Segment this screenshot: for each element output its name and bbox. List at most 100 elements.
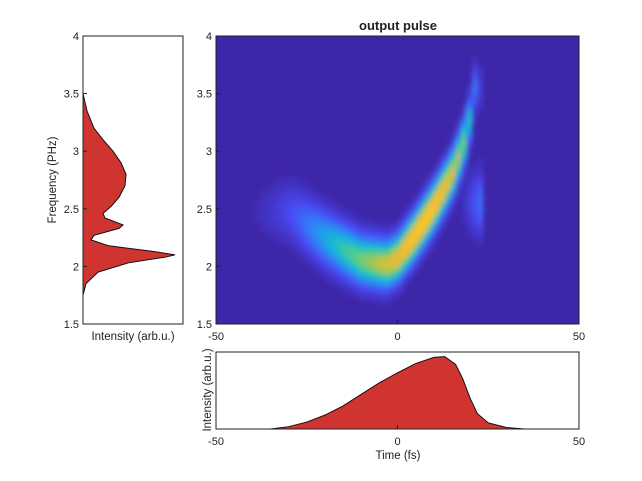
- heatmap-cell-676: [466, 153, 473, 159]
- heatmap-cell-4: [254, 199, 261, 205]
- heatmap-cell-641: [461, 190, 468, 196]
- heatmap-cell-261: [341, 218, 348, 224]
- heatmap-cell-372: [373, 222, 380, 228]
- heatmap-cell-624: [455, 162, 462, 168]
- heatmap-cell-720: [471, 65, 478, 72]
- heatmap-cell-150: [308, 199, 315, 205]
- heatmap-cell-664: [466, 218, 473, 224]
- heatmap-cell-468: [406, 245, 413, 251]
- heatmap-cell-92: [292, 213, 299, 219]
- heatmap-cell-515: [422, 245, 429, 251]
- heatmap-cell-717: [471, 79, 478, 85]
- heatmap-cell-604: [450, 185, 457, 191]
- heatmap-cell-348: [368, 245, 375, 251]
- heatmap-cell-259: [341, 227, 348, 233]
- heatmap-cell-25: [270, 236, 277, 242]
- heatmap-cell-346: [368, 254, 375, 261]
- heatmap-cell-16: [265, 222, 272, 228]
- heatmap-cell-197: [324, 245, 331, 251]
- heatmap-cell-54: [281, 236, 288, 242]
- heatmap-cell-572: [439, 194, 446, 201]
- heatmap-cell-134: [303, 185, 310, 191]
- heatmap-cell-567: [439, 218, 446, 224]
- heatmap-cell-263: [341, 208, 348, 215]
- heatmap-cell-177: [319, 250, 326, 256]
- heatmap-cell-596: [444, 153, 451, 159]
- temporal-area: [216, 356, 579, 429]
- heatmap-cell-111: [297, 208, 304, 215]
- spectrum-y-tick-label-1: 2: [73, 261, 79, 273]
- heatmap-cell-710: [471, 112, 478, 118]
- heatmap-cell-240: [335, 227, 342, 233]
- heatmap-cell-719: [471, 70, 478, 76]
- heatmap-cell-376: [379, 287, 386, 293]
- heatmap-cell-569: [439, 208, 446, 215]
- heatmap-cell-298: [352, 222, 359, 228]
- heatmap-cell-159: [314, 245, 321, 251]
- heatmap-cell-580: [439, 158, 446, 164]
- heatmap-cell-554: [433, 208, 440, 215]
- heatmap-cell-639: [461, 199, 468, 205]
- heatmap-cell-104: [297, 241, 304, 247]
- heatmap-cell-118: [303, 259, 310, 265]
- heatmap-cell-169: [314, 199, 321, 205]
- heatmap-cell-181: [319, 231, 326, 238]
- heatmap-cell-496: [417, 259, 424, 265]
- heatmap-cell-110: [297, 213, 304, 219]
- heatmap-cell-356: [373, 296, 380, 302]
- heatmap-cell-462: [406, 273, 413, 279]
- heatmap-cell-674: [466, 171, 473, 178]
- heatmap-cell-406: [384, 231, 391, 238]
- heatmap-cell-648: [461, 158, 468, 164]
- heatmap-cell-507: [417, 208, 424, 215]
- heatmap-cell-675: [466, 167, 473, 173]
- heatmap-cell-268: [346, 273, 353, 279]
- heatmap-cell-412: [390, 282, 397, 288]
- heatmap-cell-662: [466, 227, 473, 233]
- heatmap-cell-482: [412, 250, 419, 256]
- heatmap-cell-310: [357, 254, 364, 261]
- heatmap-cell-323: [363, 277, 370, 284]
- heatmap-cell-663: [466, 222, 473, 228]
- heatmap-cell-195: [324, 254, 331, 261]
- heatmap-cell-722: [471, 56, 478, 62]
- heatmap-cell-272: [346, 254, 353, 261]
- heatmap-cell-628: [455, 144, 462, 150]
- heatmap-cell-683: [466, 121, 473, 127]
- heatmap-cell-575: [439, 181, 446, 187]
- heatmap-cell-13: [259, 190, 266, 196]
- heatmap-cell-739: [477, 167, 484, 173]
- heatmap-cell-525: [422, 199, 429, 205]
- heatmap-cell-331: [363, 241, 370, 247]
- heatmap-cell-749: [477, 75, 484, 81]
- heatmap-cell-479: [412, 264, 419, 270]
- heatmap-cell-90: [292, 222, 299, 228]
- heatmap-cell-442: [395, 218, 402, 224]
- heatmap-cell-55: [281, 231, 288, 238]
- heatmap-cell-510: [417, 194, 424, 201]
- heatmap-cell-516: [422, 241, 429, 247]
- heatmap-cell-466: [406, 254, 413, 261]
- heatmap-cell-426: [395, 291, 402, 297]
- heatmap-cell-222: [330, 222, 337, 228]
- heatmap-cell-708: [471, 162, 478, 168]
- heatmap-cell-336: [363, 218, 370, 224]
- heatmap-cell-131: [303, 199, 310, 205]
- heatmap-cell-127: [303, 218, 310, 224]
- heatmap-cell-481: [412, 254, 419, 261]
- heatmap-cell-30: [270, 213, 277, 219]
- heatmap-cell-269: [346, 268, 353, 274]
- heatmap-cell-492: [412, 204, 419, 210]
- heatmap-cell-658: [461, 112, 468, 118]
- heatmap-cell-690: [466, 88, 473, 95]
- heatmap-cell-416: [390, 264, 397, 270]
- heatmap-cell-375: [379, 291, 386, 297]
- heatmap-cell-333: [363, 231, 370, 238]
- heatmap-cell-307: [357, 268, 364, 274]
- heatmap-cell-344: [368, 264, 375, 270]
- heatmap-cell-730: [477, 208, 484, 215]
- heatmap-cell-688: [466, 98, 473, 104]
- heatmap-cell-629: [455, 139, 462, 145]
- heatmap-cell-527: [422, 190, 429, 196]
- heatmap-cell-440: [395, 227, 402, 233]
